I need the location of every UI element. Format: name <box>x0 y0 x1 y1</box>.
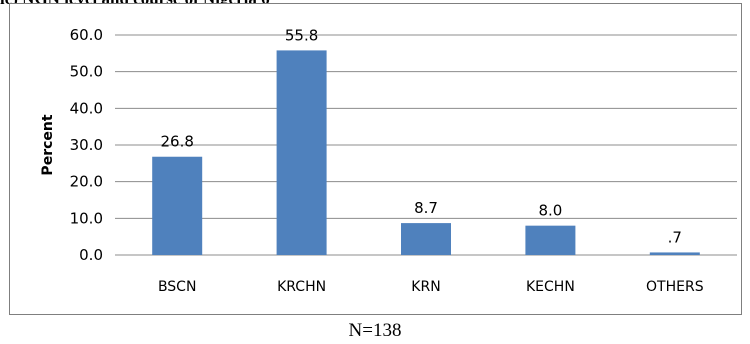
y-tick-label: 20.0 <box>70 173 103 191</box>
y-axis-ticks: 0.0 10.0 20.0 30.0 40.0 50.0 60.0 <box>70 26 103 264</box>
y-tick-label: 10.0 <box>70 209 103 227</box>
y-tick-label: 0.0 <box>79 246 103 264</box>
y-tick-label: 30.0 <box>70 136 103 154</box>
category-label: KECHN <box>526 279 575 295</box>
bar-chart: 0.0 10.0 20.0 30.0 40.0 50.0 60.0 26.8 55.8 8.7 8… <box>40 26 737 295</box>
sample-size-note: N=138 <box>348 320 402 341</box>
bar-krn <box>401 223 451 255</box>
data-label: 8.7 <box>414 199 438 217</box>
x-axis-categories: BSCN KRCHN KRN KECHN OTHERS <box>158 279 704 295</box>
chart-frame <box>9 3 742 315</box>
category-label: KRCHN <box>277 279 326 295</box>
bar-others <box>649 252 700 255</box>
bar-krchn <box>276 50 327 256</box>
data-label: .7 <box>668 228 682 246</box>
category-label: KRN <box>411 279 440 295</box>
gridlines <box>115 34 737 256</box>
data-label: 8.0 <box>538 202 562 220</box>
y-tick-label: 50.0 <box>70 63 103 81</box>
bar-bscn <box>152 156 203 255</box>
data-labels: 26.8 55.8 8.7 8.0 .7 <box>160 26 681 246</box>
y-tick-label: 60.0 <box>70 26 103 44</box>
category-label: OTHERS <box>646 279 704 295</box>
data-label: 55.8 <box>285 26 318 44</box>
bar-kechn <box>525 225 576 255</box>
bars <box>152 50 700 256</box>
y-axis-title: Percent <box>40 114 56 175</box>
data-label: 26.8 <box>160 133 193 151</box>
category-label: BSCN <box>158 279 197 295</box>
y-tick-label: 40.0 <box>70 99 103 117</box>
